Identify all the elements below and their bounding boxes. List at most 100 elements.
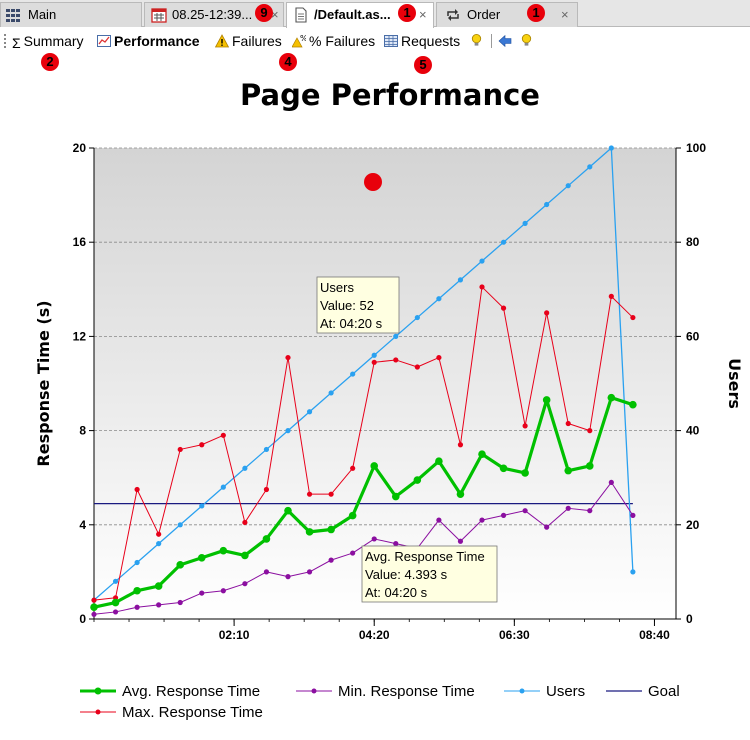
- legend-avg-label: Avg. Response Time: [122, 683, 261, 700]
- users-series-point: [306, 409, 313, 415]
- max-response-series-point: [587, 428, 593, 434]
- users-series-line: [93, 147, 634, 601]
- left-axis-tick-label: 20: [73, 141, 87, 155]
- legend-avg-response: Avg. Response Time: [80, 683, 260, 700]
- max-response-series-point: [199, 442, 205, 448]
- x-axis-tick-label: 08:40: [639, 628, 670, 642]
- avg-response-tooltip-box: [361, 545, 498, 603]
- users-series-point: [393, 333, 399, 339]
- avg-response-series-point: [133, 586, 141, 595]
- performance-label: Performance: [114, 33, 200, 49]
- summary-button[interactable]: Σ Summary: [12, 32, 84, 50]
- tab-session-close-icon[interactable]: ×: [271, 7, 279, 22]
- users-series-point: [156, 541, 162, 547]
- tab-main[interactable]: Main: [0, 2, 142, 27]
- users-series-point: [350, 371, 356, 377]
- users-tooltip-text: At: 04:20 s: [320, 316, 383, 331]
- avg-response-series-point: [284, 506, 292, 515]
- avg-response-series-point: [435, 457, 443, 466]
- requests-button[interactable]: Requests: [384, 32, 460, 50]
- max-response-series-point: [306, 491, 313, 497]
- users-series-point: [587, 164, 593, 170]
- min-response-series-point: [608, 479, 614, 486]
- tab-order-badge: 1: [527, 4, 545, 22]
- legend-goal-label: Goal: [648, 683, 680, 700]
- tab-order[interactable]: Order ×: [436, 2, 578, 27]
- avg-response-series-point: [456, 490, 465, 498]
- avg-response-series-point: [197, 553, 206, 562]
- failures-button[interactable]: Failures: [215, 32, 282, 50]
- users-series-point: [608, 145, 614, 151]
- avg-response-series-point: [370, 462, 379, 470]
- left-axis-title: Response Time (s): [34, 300, 53, 466]
- max-response-series-point: [393, 357, 399, 363]
- right-axis-tick-label: 40: [686, 424, 700, 438]
- max-response-series-point: [156, 531, 162, 537]
- warning-icon: [215, 34, 229, 48]
- document-icon: [295, 7, 307, 23]
- right-axis-tick-label: 80: [686, 235, 700, 249]
- min-response-series-point: [156, 602, 162, 608]
- min-response-series-point: [134, 604, 140, 610]
- avg-response-series-point: [391, 492, 400, 501]
- max-response-series-point: [242, 519, 248, 526]
- back-arrow-icon[interactable]: [498, 34, 512, 48]
- users-series-point: [565, 183, 571, 189]
- tab-order-close-icon[interactable]: ×: [561, 7, 569, 22]
- avg-response-tooltip-text: At: 04:20 s: [365, 585, 428, 600]
- max-response-series-point: [220, 432, 226, 438]
- tab-default-page-badge: 1: [398, 4, 416, 22]
- min-response-series-point: [306, 569, 313, 575]
- min-response-series-point: [630, 512, 636, 518]
- avg-response-series-point: [90, 603, 98, 612]
- min-response-series-point: [220, 588, 226, 594]
- max-response-series-point: [350, 465, 356, 471]
- users-series-point: [457, 277, 464, 283]
- avg-response-series-point: [607, 393, 616, 402]
- users-series-point: [479, 258, 485, 264]
- lightbulb-icon[interactable]: [470, 33, 483, 48]
- toolbar-separator: [491, 34, 492, 48]
- users-series-point: [500, 239, 507, 245]
- percent-warning-icon: %: [292, 34, 306, 48]
- max-response-series-point: [91, 597, 97, 603]
- avg-response-tooltip-text: Avg. Response Time: [365, 549, 485, 564]
- performance-button[interactable]: Performance: [97, 32, 200, 50]
- min-response-series-point: [112, 609, 119, 615]
- users-series-point: [371, 352, 377, 358]
- summary-badge: 2: [41, 53, 59, 71]
- users-tooltip-text: Value: 52: [320, 298, 374, 313]
- legend-users: Users: [504, 683, 585, 700]
- avg-response-series-point: [521, 469, 529, 477]
- tab-session[interactable]: 08.25-12:39... ×: [144, 2, 284, 27]
- users-tooltip-box: [316, 276, 400, 334]
- percent-failures-button[interactable]: %% Failures: [292, 32, 375, 50]
- tab-default-page-label: /Default.as...: [314, 7, 391, 22]
- lightbulb-secondary-icon[interactable]: [520, 33, 533, 48]
- avg-response-series-point: [478, 450, 486, 458]
- x-axis-tick-label: 02:10: [219, 628, 250, 642]
- users-series-point: [134, 559, 140, 566]
- max-response-series-point: [134, 486, 140, 493]
- right-axis-tick-label: 100: [686, 141, 706, 155]
- avg-response-series-point: [499, 464, 508, 473]
- users-series-point: [177, 522, 183, 528]
- legend-users-label: Users: [546, 683, 586, 700]
- avg-response-series-point: [305, 528, 314, 536]
- max-response-series-point: [371, 359, 377, 365]
- legend-goal: Goal: [606, 683, 680, 700]
- avg-response-tooltip: Avg. Response Time Value: 4.393 s At: 04:2…: [361, 545, 498, 603]
- min-response-series-point: [91, 611, 97, 617]
- tab-default-page-close-icon[interactable]: ×: [419, 7, 427, 22]
- avg-response-series-point: [348, 511, 357, 520]
- max-response-series-point: [457, 442, 464, 448]
- x-axis-tick-label: 04:20: [359, 628, 390, 642]
- avg-response-series-point: [542, 396, 551, 404]
- min-response-series-point: [393, 541, 399, 547]
- users-series-point: [285, 428, 291, 434]
- max-response-series-point: [328, 491, 334, 497]
- document-tab-bar: Main 08.25-12:39... × /Default.as... × O…: [0, 0, 750, 28]
- failures-badge: 4: [279, 53, 297, 71]
- left-axis-tick-label: 8: [79, 424, 86, 438]
